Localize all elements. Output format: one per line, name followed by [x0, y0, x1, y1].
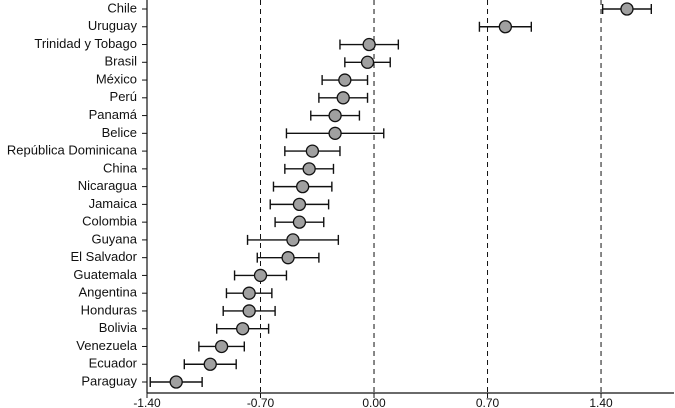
- dot: [242, 304, 256, 318]
- dot: [360, 55, 375, 69]
- dot: [362, 37, 376, 52]
- dot: [286, 233, 300, 247]
- dot: [498, 20, 513, 34]
- y-tick-label: Guyana: [91, 231, 137, 246]
- y-tick-label: Angentina: [78, 285, 137, 300]
- dot: [236, 322, 250, 336]
- x-tick-label: 0.70: [476, 396, 500, 408]
- y-tick-label: Brasil: [104, 54, 137, 69]
- y-tick-label: Colombia: [82, 214, 138, 229]
- dot: [292, 215, 307, 229]
- y-tick-label: Nicaragua: [78, 178, 138, 193]
- y-tick-label: Perú: [110, 89, 137, 104]
- dot: [253, 268, 268, 283]
- x-tick-label: -1.40: [133, 396, 161, 408]
- dot: [296, 179, 310, 194]
- y-tick-label: China: [103, 160, 138, 175]
- dot: [242, 286, 256, 300]
- x-tick-label: -0.70: [247, 396, 275, 408]
- dot: [292, 197, 307, 212]
- dot: [338, 73, 352, 87]
- y-tick-label: Venezuela: [76, 338, 137, 353]
- dot: [328, 108, 342, 123]
- y-tick-label: México: [96, 71, 137, 86]
- y-tick-label: Belice: [102, 125, 137, 140]
- dot: [620, 2, 634, 16]
- dot: [169, 375, 183, 389]
- dot: [281, 251, 295, 265]
- dot: [203, 357, 217, 371]
- y-tick-label: Panamá: [89, 107, 138, 122]
- y-tick-label: Honduras: [81, 302, 138, 317]
- y-tick-label: Guatemala: [73, 267, 137, 282]
- y-tick-label: Trinidad y Tobago: [34, 36, 137, 51]
- dot: [336, 91, 350, 105]
- y-tick-label: Jamaica: [89, 196, 138, 211]
- y-tick-label: Paraguay: [81, 373, 137, 388]
- dot: [302, 162, 316, 176]
- y-tick-label: El Salvador: [71, 249, 138, 264]
- y-tick-label: Uruguay: [88, 18, 138, 33]
- y-tick-label: Chile: [107, 0, 137, 15]
- dot: [214, 339, 229, 354]
- dot: [305, 144, 320, 158]
- y-tick-label: Ecuador: [89, 356, 138, 371]
- x-tick-label: 0.00: [362, 396, 386, 408]
- y-tick-label: República Dominicana: [7, 143, 138, 158]
- x-tick-label: 1.40: [589, 396, 613, 408]
- y-tick-label: Bolivia: [99, 320, 138, 335]
- dot: [328, 126, 342, 140]
